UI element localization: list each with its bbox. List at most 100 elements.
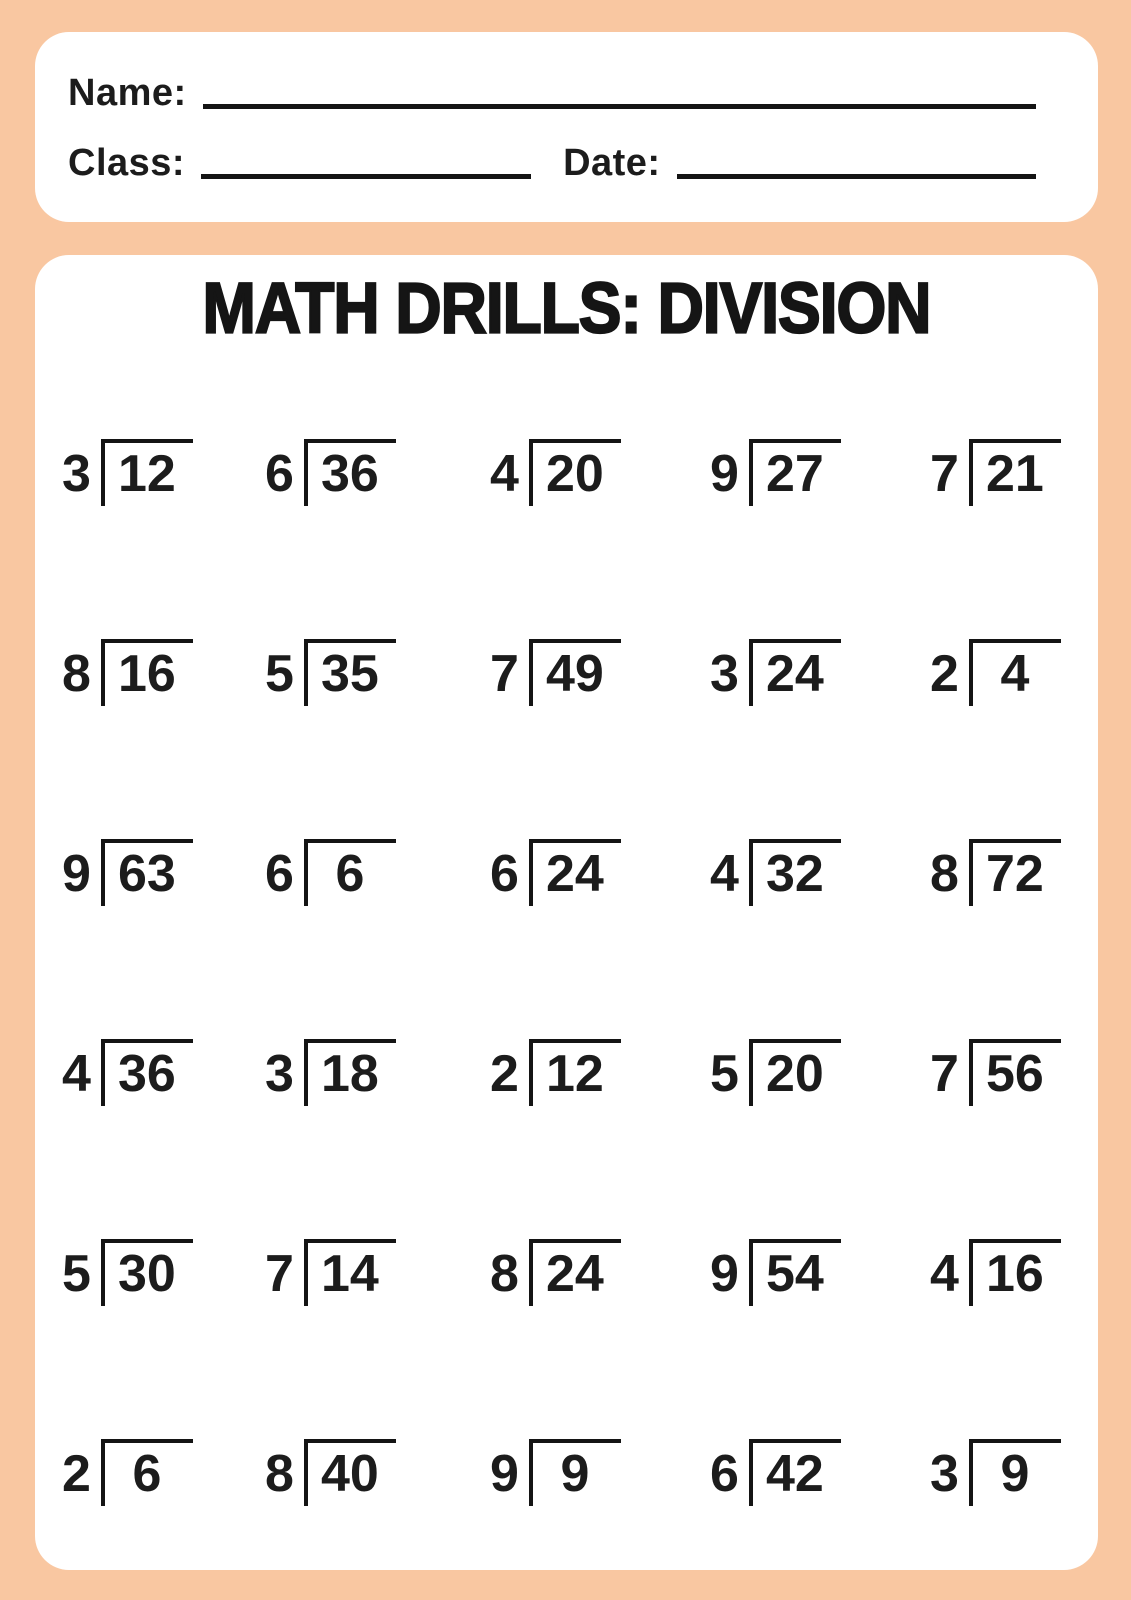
- dividend-under-bracket: 56: [968, 1039, 1061, 1106]
- division-problem: 7 14: [265, 1239, 396, 1306]
- division-problem: 8 16: [62, 639, 193, 706]
- divisor-number: 6: [265, 845, 294, 903]
- division-problem: 6 36: [265, 439, 396, 506]
- divisor-number: 2: [930, 645, 959, 703]
- problems-card: MATH DRILLS: DIVISION 3 12 6 36 4 20 9 2…: [35, 255, 1098, 1570]
- division-problem: 7 56: [930, 1039, 1061, 1106]
- name-underline: [202, 104, 1036, 109]
- divisor-number: 8: [265, 1445, 294, 1503]
- division-problem: 9 54: [710, 1239, 841, 1306]
- divisor-number: 9: [710, 445, 739, 503]
- dividend-under-bracket: 12: [100, 439, 193, 506]
- divisor-number: 5: [710, 1045, 739, 1103]
- divisor-number: 2: [490, 1045, 519, 1103]
- class-underline: [201, 174, 532, 179]
- class-label: Class:: [68, 142, 186, 184]
- divisor-number: 8: [62, 645, 91, 703]
- divisor-number: 9: [62, 845, 91, 903]
- dividend-under-bracket: 16: [100, 639, 193, 706]
- division-problem: 9 9: [490, 1439, 621, 1506]
- dividend-under-bracket: 72: [968, 839, 1061, 906]
- dividend-under-bracket: 36: [100, 1039, 193, 1106]
- divisor-number: 4: [490, 445, 519, 503]
- dividend-under-bracket: 6: [100, 1439, 193, 1506]
- dividend-under-bracket: 14: [303, 1239, 396, 1306]
- division-problem: 3 9: [930, 1439, 1061, 1506]
- division-problem: 5 30: [62, 1239, 193, 1306]
- divisor-number: 6: [710, 1445, 739, 1503]
- name-label: Name:: [68, 72, 187, 114]
- divisor-number: 9: [490, 1445, 519, 1503]
- dividend-under-bracket: 63: [100, 839, 193, 906]
- page-title: MATH DRILLS: DIVISION: [202, 267, 933, 350]
- dividend-under-bracket: 20: [748, 1039, 841, 1106]
- dividend-under-bracket: 9: [968, 1439, 1061, 1506]
- division-problem: 4 36: [62, 1039, 193, 1106]
- division-problem: 4 16: [930, 1239, 1061, 1306]
- division-problem: 6 6: [265, 839, 396, 906]
- divisor-number: 7: [930, 1045, 959, 1103]
- divisor-number: 5: [265, 645, 294, 703]
- division-problem: 2 12: [490, 1039, 621, 1106]
- date-underline: [676, 174, 1036, 179]
- dividend-under-bracket: 35: [303, 639, 396, 706]
- divisor-number: 9: [710, 1245, 739, 1303]
- problems-grid: 3 12 6 36 4 20 9 27 7 21 8 16: [62, 439, 1098, 1600]
- name-row: Name:: [68, 74, 1036, 112]
- division-problem: 8 40: [265, 1439, 396, 1506]
- dividend-under-bracket: 24: [528, 1239, 621, 1306]
- divisor-number: 6: [490, 845, 519, 903]
- dividend-under-bracket: 32: [748, 839, 841, 906]
- dividend-under-bracket: 18: [303, 1039, 396, 1106]
- date-label: Date:: [563, 142, 661, 184]
- division-problem: 2 4: [930, 639, 1061, 706]
- division-problem: 5 20: [710, 1039, 841, 1106]
- dividend-under-bracket: 54: [748, 1239, 841, 1306]
- divisor-number: 3: [265, 1045, 294, 1103]
- divisor-number: 3: [710, 645, 739, 703]
- dividend-under-bracket: 12: [528, 1039, 621, 1106]
- dividend-under-bracket: 9: [528, 1439, 621, 1506]
- dividend-under-bracket: 20: [528, 439, 621, 506]
- division-problem: 5 35: [265, 639, 396, 706]
- division-problem: 4 20: [490, 439, 621, 506]
- dividend-under-bracket: 42: [748, 1439, 841, 1506]
- divisor-number: 7: [490, 645, 519, 703]
- divisor-number: 3: [930, 1445, 959, 1503]
- divisor-number: 4: [62, 1045, 91, 1103]
- divisor-number: 5: [62, 1245, 91, 1303]
- divisor-number: 8: [930, 845, 959, 903]
- division-problem: 6 42: [710, 1439, 841, 1506]
- division-problem: 3 24: [710, 639, 841, 706]
- dividend-under-bracket: 24: [528, 839, 621, 906]
- division-problem: 7 49: [490, 639, 621, 706]
- divisor-number: 8: [490, 1245, 519, 1303]
- divisor-number: 7: [930, 445, 959, 503]
- class-date-row: Class: Date:: [68, 144, 1036, 182]
- header-card: Name: Class: Date:: [35, 32, 1098, 222]
- division-problem: 7 21: [930, 439, 1061, 506]
- divisor-number: 6: [265, 445, 294, 503]
- division-problem: 9 63: [62, 839, 193, 906]
- dividend-under-bracket: 24: [748, 639, 841, 706]
- dividend-under-bracket: 40: [303, 1439, 396, 1506]
- dividend-under-bracket: 27: [748, 439, 841, 506]
- dividend-under-bracket: 6: [303, 839, 396, 906]
- divisor-number: 4: [930, 1245, 959, 1303]
- dividend-under-bracket: 30: [100, 1239, 193, 1306]
- division-problem: 8 24: [490, 1239, 621, 1306]
- division-problem: 9 27: [710, 439, 841, 506]
- divisor-number: 4: [710, 845, 739, 903]
- division-problem: 3 18: [265, 1039, 396, 1106]
- division-problem: 8 72: [930, 839, 1061, 906]
- divisor-number: 2: [62, 1445, 91, 1503]
- dividend-under-bracket: 36: [303, 439, 396, 506]
- dividend-under-bracket: 21: [968, 439, 1061, 506]
- dividend-under-bracket: 49: [528, 639, 621, 706]
- dividend-under-bracket: 16: [968, 1239, 1061, 1306]
- divisor-number: 3: [62, 445, 91, 503]
- division-problem: 3 12: [62, 439, 193, 506]
- division-problem: 2 6: [62, 1439, 193, 1506]
- division-problem: 4 32: [710, 839, 841, 906]
